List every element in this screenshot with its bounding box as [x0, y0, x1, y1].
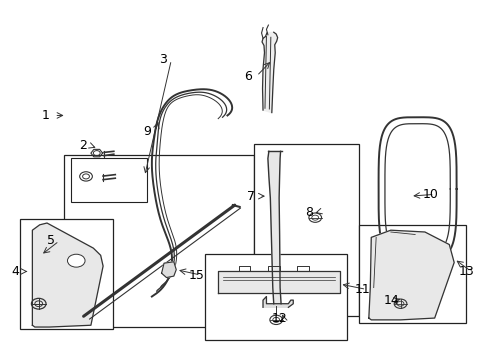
Text: 13: 13 — [458, 265, 474, 278]
Text: 2: 2 — [79, 139, 86, 152]
Text: 7: 7 — [246, 190, 254, 203]
Bar — [358, 225, 466, 323]
Text: 5: 5 — [47, 234, 55, 247]
Text: 4: 4 — [11, 265, 19, 278]
Polygon shape — [217, 271, 339, 293]
Polygon shape — [263, 297, 293, 307]
Polygon shape — [267, 151, 281, 304]
Text: 6: 6 — [244, 69, 252, 82]
Text: 10: 10 — [422, 188, 437, 201]
Polygon shape — [262, 32, 277, 113]
Text: 11: 11 — [353, 283, 369, 296]
Polygon shape — [368, 230, 453, 320]
Text: 14: 14 — [383, 294, 398, 307]
Text: 3: 3 — [159, 53, 167, 66]
Bar — [20, 220, 113, 329]
Bar — [205, 253, 346, 339]
Bar — [254, 144, 358, 316]
Text: 12: 12 — [271, 311, 286, 325]
Text: 8: 8 — [305, 206, 313, 219]
Text: 9: 9 — [143, 125, 151, 138]
Text: 15: 15 — [188, 269, 204, 282]
Bar — [71, 158, 147, 202]
Polygon shape — [161, 262, 176, 278]
Bar — [64, 155, 254, 327]
Text: 1: 1 — [42, 109, 50, 122]
Circle shape — [67, 254, 85, 267]
Polygon shape — [32, 223, 103, 327]
